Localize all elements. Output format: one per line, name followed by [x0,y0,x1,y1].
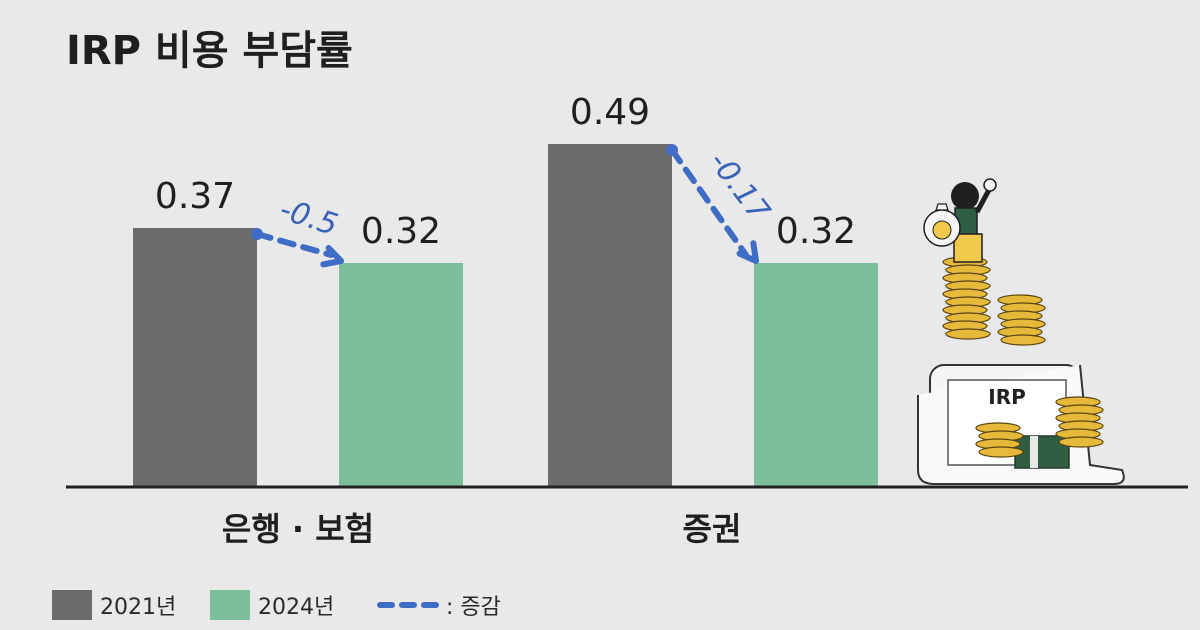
legend-label-2024: 2024년 [258,595,334,620]
bar-securities-2024 [754,263,878,487]
value-label-bank-2021: 0.37 [155,176,235,217]
delta-label-securities: -0.17 [702,145,777,228]
legend-swatch-2021 [52,590,92,620]
legend-label-2021: 2021년 [100,595,176,620]
delta-arrow-bank [251,228,344,268]
coin-icon [1058,436,1104,448]
delta-arrow-head [320,244,344,268]
illustration-irp-label: IRP [988,385,1026,409]
category-label-securities: 증권 [683,510,742,548]
chart-title: IRP 비용 부담률 [66,28,353,74]
delta-arrow-line [254,231,334,258]
bar-securities-2021 [548,144,672,487]
coin-icon [978,446,1024,458]
delta-arrow-securities [666,144,759,264]
coin-stack-illustration: IRP [917,178,1125,485]
bar-bank-2021 [133,228,257,487]
category-label-bank: 은행 · 보험 [222,510,374,548]
bar-bank-2024 [339,263,463,487]
coin-icon [1000,334,1046,346]
delta-label-bank: -0.5 [275,192,341,243]
legend: 2021년 2024년 : 증감 [52,590,501,620]
value-label-bank-2024: 0.32 [361,211,441,252]
value-label-securities-2024: 0.32 [776,211,856,252]
value-label-securities-2021: 0.49 [570,92,650,133]
legend-swatch-2024 [210,590,250,620]
legend-label-delta: : 증감 [446,595,501,620]
delta-arrow-head [736,240,759,264]
delta-arrow-line [669,147,749,258]
coin-icon [945,328,991,340]
